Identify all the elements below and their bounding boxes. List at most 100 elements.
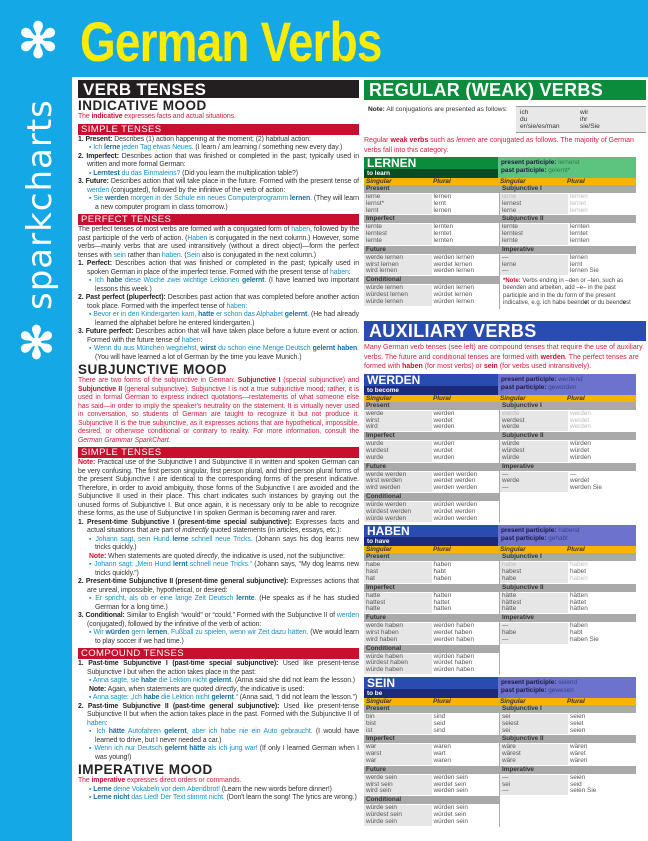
verb-form: — [500, 788, 568, 796]
column-header: Singular [366, 546, 392, 554]
text-run: All conjugations are presented as follow… [384, 106, 508, 113]
verb-form: hast [364, 568, 432, 577]
verb-form: würde sein [364, 818, 432, 826]
verb-form: bist [364, 720, 432, 728]
conjugation-row: werde werden werden werden [364, 471, 499, 479]
verb-form: waren [433, 743, 451, 751]
text-run: du schon eine Menge Deutsch [215, 345, 313, 352]
text-run: werden [336, 612, 359, 619]
text-run: e [622, 300, 627, 307]
verb-form: würde haben [364, 653, 432, 661]
verb-form: lerntest [364, 230, 432, 238]
text-run: Subjunctive II [78, 385, 123, 393]
conjugation-row: würde haben würden haben [364, 653, 499, 661]
example-bullet: ▪ Ich hätte Autofahren gelernt, aber ich… [78, 728, 359, 745]
conjugation-row: habe haben [364, 562, 499, 570]
tense-section: Future werde sein werden sein wirst sein wer… [364, 765, 499, 796]
example-bullet: ▪ Er spricht, als ob er eine lange Zeit … [78, 595, 359, 612]
tense-section: Future werde haben werden haben wirst haben… [364, 614, 499, 644]
text-run: wirst [200, 345, 216, 352]
conjugation-row: hätte hätten [500, 606, 636, 614]
example-bullet: ▪ Ich habe diese Woche zwei wichtige Lek… [78, 277, 359, 294]
tense-rows: hatte hatten hattest hattet hatte hatten [364, 592, 499, 614]
tense-header: Present [364, 704, 499, 713]
conjugation-row: — seien [500, 774, 636, 782]
verb-form: lerne [500, 207, 568, 215]
pronoun-column: wir ihr sie/Sie [580, 109, 640, 130]
participle-value: seiend [558, 678, 578, 686]
text-run: Future: [85, 178, 109, 185]
verb-form: wird lernen [364, 268, 432, 276]
verb-form: hatte [364, 592, 432, 600]
pronoun: ihr [580, 116, 588, 123]
conjugation-row: würde sein würden sein [364, 818, 499, 826]
text-run: gelernt [284, 311, 308, 318]
tense-rows: werde sein werden sein wirst sein werdet se… [364, 774, 499, 796]
verb-form: werden sein [433, 773, 468, 781]
tense-header: Imperative [500, 462, 636, 471]
tense-header: Present [364, 553, 499, 562]
verb-form: werde [500, 424, 568, 432]
text-run: Past-time Subjunctive I (past-time speci… [88, 660, 279, 667]
text-run: (Learn the new words before dinner!) [219, 785, 332, 793]
page-title: German Verbs [80, 10, 382, 73]
text-run: t or du beend [587, 300, 623, 307]
tense-header: Imperfect [364, 583, 499, 592]
tense-rows: würde lernen würden lernen würdest lernen w… [364, 284, 499, 306]
text-run: Sie [93, 195, 105, 202]
conjugation-row: wurde wurden [364, 440, 499, 449]
verb-form: wäret [570, 750, 586, 758]
verb-form: lernst* [364, 200, 432, 208]
text-run: Similar to English “would” or “could.” F… [124, 612, 337, 619]
numbered-item: 2. Past perfect (pluperfect): Describes … [78, 294, 359, 311]
tense-header: Conditional [364, 276, 499, 285]
text-run: haben [181, 336, 201, 344]
verb-form: seiet [570, 719, 584, 727]
text-run: lernen [456, 137, 476, 144]
text-run: Describes action that will take place in… [108, 178, 359, 185]
verb-form: wären [570, 756, 588, 764]
example-bullet: ▪ Johann sagt, sein Hund lerne schnell n… [78, 536, 359, 553]
text-run: (We would learn to play soccer if we had… [95, 629, 360, 645]
verb-form: haben [570, 575, 588, 583]
conjugation-row: würde würden [500, 440, 636, 449]
text-run: werden [104, 195, 129, 202]
asterisk-icon: ✻ [18, 319, 55, 368]
verb-form: bin [364, 713, 432, 721]
tense-rows: lerne lernen lernest lernet lerne lernen [500, 193, 636, 215]
text-run: (Anna said she did not learn the lesson.… [233, 677, 356, 684]
heading-imperative-mood: IMPERATIVE MOOD [78, 762, 213, 777]
tense-section: Conditional würde haben würden haben würdes… [364, 644, 499, 675]
text-run: schnell neue Tricks. [188, 535, 253, 543]
tense-rows: lernte lernten lerntest lerntet lernte lernte… [500, 223, 636, 245]
text-run: Ich [94, 277, 107, 284]
text-run: , the indicative is used, not the subjun… [217, 552, 345, 560]
verb-table-body: Present bin sind bist seid ist sind Imperfect wa… [364, 704, 636, 827]
bullet-icon: ▪ [89, 535, 96, 543]
verb-form: würden werden [433, 514, 478, 522]
verb-form: wird werden [364, 484, 432, 493]
verb-form: würde sein [364, 804, 432, 812]
tense-rows: würde werden würden werden würdest werden w… [364, 501, 499, 523]
intro: The indicative expresses facts and actua… [78, 113, 359, 122]
conjugation-row: warst wart [364, 750, 499, 758]
verb-form: lernten [433, 223, 454, 231]
text-run: schnell neue Tricks.“ [187, 561, 252, 568]
verb-form: werdet [570, 416, 590, 424]
verb-form: würde lernen [364, 284, 432, 292]
item-number: 3. [78, 612, 84, 619]
text-run: Anna sagte, sie [92, 677, 141, 684]
text-run: haben [226, 302, 246, 310]
verb-form: werdet [570, 477, 590, 485]
tense-rows: werde werden wirst werdet wird werden [364, 410, 499, 432]
conjugation-row: lernst* lernt [364, 200, 499, 208]
numbered-item: 3. Conditional: Similar to English “woul… [78, 612, 359, 629]
text-run: rather than [125, 251, 162, 259]
text-run: . [231, 677, 234, 684]
verb-form: werdet sein [433, 780, 467, 788]
verb-form: würdet lernen [433, 290, 473, 298]
conjugation-row: würde haben würden haben [364, 666, 499, 674]
text-run: . The perfect tenses are formed with [364, 353, 639, 371]
conjugation-row: sei seien [500, 727, 636, 735]
